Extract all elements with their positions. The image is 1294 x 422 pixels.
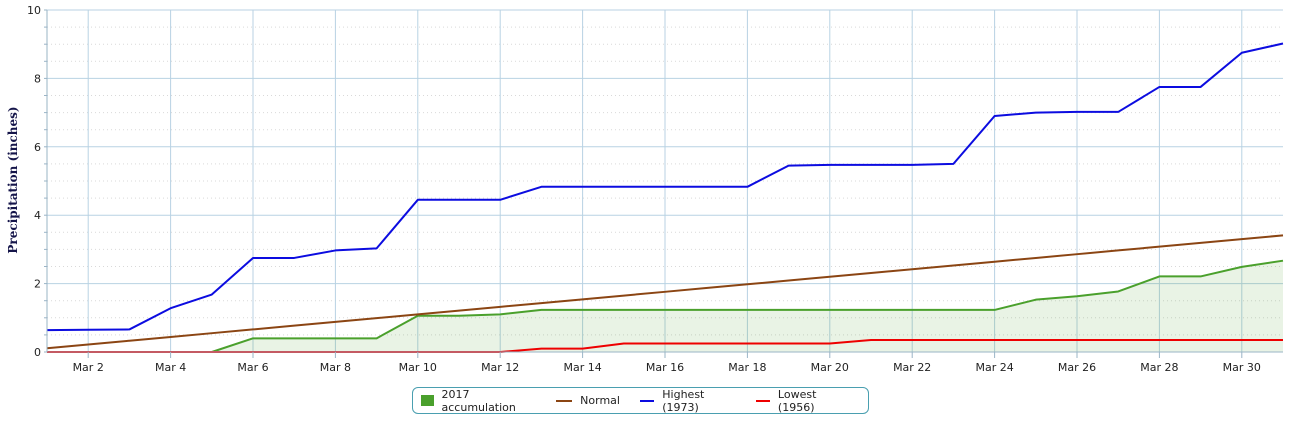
legend-label-normal: Normal — [580, 394, 620, 407]
axes — [44, 9, 1283, 358]
series-2017-accumulation-line[interactable] — [47, 259, 1284, 353]
legend-swatch-2017 — [421, 395, 434, 406]
x-tick-label: Mar 24 — [975, 361, 1013, 374]
legend-swatch-lowest — [755, 399, 770, 402]
legend-label-2017: 2017 accumulation — [441, 387, 516, 414]
y-tick-label: 4 — [34, 209, 41, 222]
x-tick-label: Mar 16 — [646, 361, 684, 374]
x-tick-label: Mar 14 — [563, 361, 601, 374]
x-tick-label: Mar 4 — [155, 361, 186, 374]
x-tick-label: Mar 26 — [1058, 361, 1096, 374]
x-tick-label: Mar 28 — [1140, 361, 1178, 374]
area-layer — [47, 260, 1283, 352]
legend-item-highest[interactable]: Highest (1973) — [639, 387, 736, 414]
y-tick-label: 8 — [34, 72, 41, 85]
legend-label-highest: Highest (1973) — [662, 387, 705, 414]
x-tick-label: Mar 2 — [73, 361, 104, 374]
x-tick-label: Mar 8 — [320, 361, 351, 374]
series-normal-line[interactable] — [46, 234, 1284, 350]
y-tick-label: 2 — [34, 278, 41, 291]
legend-swatch-normal — [556, 399, 573, 402]
legend-item-lowest[interactable]: Lowest (1956) — [755, 387, 848, 414]
series-2017-accumulation-area — [47, 260, 1283, 352]
legend-swatch-highest — [639, 399, 655, 402]
y-axis-label: Precipitation (inches) — [6, 106, 20, 253]
y-tick-label: 10 — [27, 4, 41, 17]
x-tick-label: Mar 30 — [1223, 361, 1261, 374]
grid — [47, 9, 1283, 353]
x-tick-label: Mar 12 — [481, 361, 519, 374]
tick-labels: 0 2 4 6 8 10 Mar 2 Mar 4 Mar 6 Mar 8 Mar 10 Mar 12 M… — [27, 4, 1261, 374]
series-highest-1973-line[interactable] — [46, 42, 1284, 332]
x-tick-label: Mar 22 — [893, 361, 931, 374]
x-tick-label: Mar 10 — [399, 361, 437, 374]
y-tick-label: 6 — [34, 141, 41, 154]
x-tick-label: Mar 18 — [728, 361, 766, 374]
legend-item-normal[interactable]: Normal — [556, 394, 620, 407]
y-tick-label: 0 — [34, 346, 41, 359]
legend: 2017 accumulation Normal Highest (1973) … — [412, 387, 869, 414]
legend-item-2017[interactable]: 2017 accumulation — [421, 388, 536, 414]
legend-label-lowest: Lowest (1956) — [777, 387, 817, 414]
x-tick-label: Mar 20 — [811, 361, 849, 374]
x-tick-label: Mar 6 — [237, 361, 268, 374]
